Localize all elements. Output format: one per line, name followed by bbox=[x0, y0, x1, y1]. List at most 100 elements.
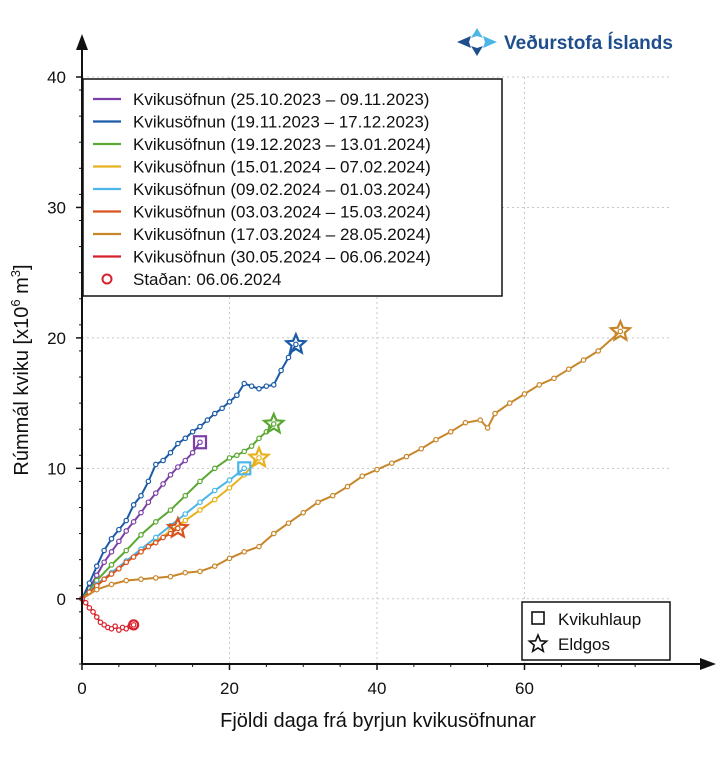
data-point bbox=[152, 490, 159, 496]
data-point bbox=[241, 380, 248, 387]
y-axis-arrow bbox=[76, 34, 88, 50]
data-point bbox=[226, 477, 233, 483]
data-point bbox=[374, 466, 380, 473]
data-point bbox=[108, 581, 115, 588]
data-point bbox=[152, 519, 159, 525]
data-point bbox=[211, 496, 218, 503]
end-marker-star bbox=[261, 411, 287, 435]
x-axis-arrow bbox=[700, 658, 716, 670]
star-symbol bbox=[527, 632, 549, 654]
data-point bbox=[108, 562, 115, 568]
legend-item: Kvikusöfnun (03.03.2024 – 15.03.2024) bbox=[93, 203, 431, 222]
data-point bbox=[123, 577, 130, 584]
data-point bbox=[138, 549, 144, 555]
data-point bbox=[565, 366, 572, 372]
data-point bbox=[175, 440, 181, 447]
data-point bbox=[388, 460, 395, 466]
data-point bbox=[226, 555, 233, 562]
data-point bbox=[234, 452, 240, 459]
data-point bbox=[108, 625, 115, 632]
data-point bbox=[160, 481, 166, 487]
data-point bbox=[167, 472, 174, 478]
data-point bbox=[241, 448, 248, 455]
x-tick-label: 20 bbox=[220, 679, 239, 698]
data-point bbox=[211, 487, 218, 494]
data-point bbox=[300, 509, 307, 516]
legend-item: Kvikusöfnun (15.01.2024 – 07.02.2024) bbox=[93, 158, 431, 177]
axes: 0 20 40 60 0 10 20 30 40 bbox=[47, 34, 716, 698]
data-point bbox=[359, 473, 366, 479]
data-point bbox=[93, 586, 100, 593]
y-tick-label: 20 bbox=[47, 329, 66, 348]
y-tick-label: 10 bbox=[47, 459, 66, 478]
data-point bbox=[145, 478, 152, 485]
end-marker-star bbox=[246, 444, 272, 469]
y-tick-label: 40 bbox=[47, 68, 66, 87]
data-point bbox=[197, 568, 203, 575]
data-point bbox=[90, 609, 96, 615]
square-symbol bbox=[531, 611, 545, 625]
data-point bbox=[204, 417, 211, 423]
data-point bbox=[433, 436, 439, 443]
legend-label: Kvikusöfnun (03.03.2024 – 15.03.2024) bbox=[133, 203, 431, 222]
data-point bbox=[160, 534, 166, 541]
data-point bbox=[182, 457, 189, 464]
data-point bbox=[248, 383, 255, 389]
x-tick-label: 0 bbox=[77, 679, 86, 698]
data-point bbox=[130, 622, 137, 628]
data-point bbox=[403, 453, 410, 460]
data-point bbox=[86, 580, 93, 586]
legend-label: Kvikusöfnun (19.12.2023 – 13.01.2024) bbox=[133, 135, 431, 154]
data-point bbox=[211, 465, 218, 472]
data-point bbox=[138, 492, 144, 499]
data-point bbox=[123, 528, 130, 534]
legend-label: Kvikusöfnun (30.05.2024 – 06.06.2024) bbox=[133, 248, 431, 267]
legend-item-current: Staðan: 06.06.2024 bbox=[101, 270, 281, 289]
data-point bbox=[484, 425, 491, 431]
data-point bbox=[344, 483, 351, 490]
end-marker-star bbox=[283, 331, 309, 355]
data-point bbox=[595, 348, 602, 354]
data-point bbox=[145, 499, 152, 506]
y-tick-label: 0 bbox=[57, 590, 66, 609]
data-point bbox=[145, 543, 152, 550]
series-7 bbox=[79, 318, 633, 602]
y-axis-title: Rúmmál kviku [x106 m3] bbox=[8, 264, 33, 475]
star-symbol-label: Eldgos bbox=[558, 635, 610, 654]
data-point bbox=[580, 357, 587, 363]
series-6 bbox=[79, 515, 191, 602]
data-point bbox=[270, 530, 277, 537]
legend-item: Kvikusöfnun (19.12.2023 – 13.01.2024) bbox=[93, 135, 431, 154]
data-point bbox=[551, 375, 557, 382]
data-point bbox=[138, 509, 144, 516]
legend-item: Kvikusöfnun (19.11.2023 – 17.12.2023) bbox=[93, 113, 429, 132]
data-point bbox=[293, 341, 299, 348]
y-tick-label: 30 bbox=[47, 198, 66, 217]
legend-label: Kvikusöfnun (25.10.2023 – 09.11.2023) bbox=[133, 90, 429, 109]
y-axis-title-exp: 6 bbox=[8, 299, 23, 306]
series-8 bbox=[79, 595, 140, 633]
data-point bbox=[256, 543, 262, 550]
data-point bbox=[138, 576, 144, 583]
series-2 bbox=[79, 331, 309, 602]
data-point bbox=[108, 535, 115, 542]
data-point bbox=[160, 457, 166, 464]
data-point bbox=[278, 367, 284, 374]
legend-item: Kvikusöfnun (09.02.2024 – 01.03.2024) bbox=[93, 180, 431, 199]
data-point bbox=[189, 449, 196, 456]
data-point bbox=[130, 554, 137, 560]
data-point bbox=[116, 627, 122, 633]
data-point bbox=[101, 576, 107, 583]
data-point bbox=[123, 625, 130, 632]
data-point bbox=[234, 392, 240, 399]
data-point bbox=[101, 547, 107, 554]
data-point bbox=[182, 569, 189, 576]
y-axis-title-unit: m bbox=[11, 277, 33, 299]
data-point bbox=[197, 478, 203, 485]
end-marker-square bbox=[237, 461, 252, 476]
data-point bbox=[108, 549, 115, 555]
legend-item: Kvikusöfnun (17.03.2024 – 28.05.2024) bbox=[93, 225, 431, 244]
data-point bbox=[189, 429, 196, 435]
square-symbol-label: Kvikuhlaup bbox=[558, 610, 641, 629]
